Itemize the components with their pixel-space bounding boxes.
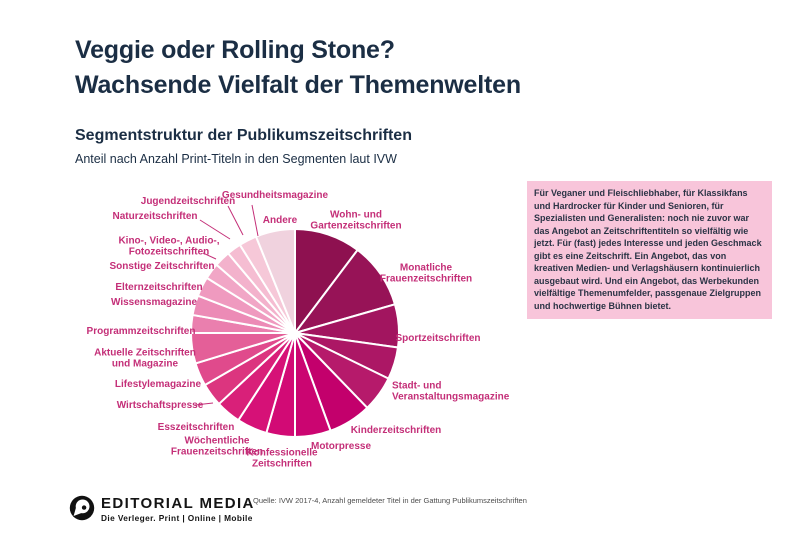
- chart-subtitle: Segmentstruktur der Publikumszeitschrift…: [75, 127, 412, 144]
- label-leader-line: [202, 252, 217, 260]
- logo-tagline: Die Verleger. Print | Online | Mobile: [101, 513, 253, 523]
- page-title-line1: Veggie oder Rolling Stone?: [75, 36, 395, 64]
- pie-slice-21: [255, 228, 296, 334]
- label-leader-line: [251, 204, 259, 237]
- intro-text-box: Für Veganer und Fleischliebhaber, für Kl…: [527, 181, 772, 319]
- label-leader-line: [227, 205, 244, 236]
- label-leader-line: [194, 402, 214, 406]
- source-note: Quelle: IVW 2017-4, Anzahl gemeldeter Ti…: [253, 496, 527, 505]
- label-leader-line: [199, 219, 231, 240]
- page-title-line2: Wachsende Vielfalt der Themenwelten: [75, 71, 521, 99]
- editorial-media-logo-icon: [69, 495, 95, 521]
- page-title: Veggie oder Rolling Stone? Wachsende Vie…: [75, 33, 521, 103]
- chart-note: Anteil nach Anzahl Print-Titeln in den S…: [75, 152, 397, 166]
- logo-title: EDITORIAL MEDIA: [101, 495, 255, 512]
